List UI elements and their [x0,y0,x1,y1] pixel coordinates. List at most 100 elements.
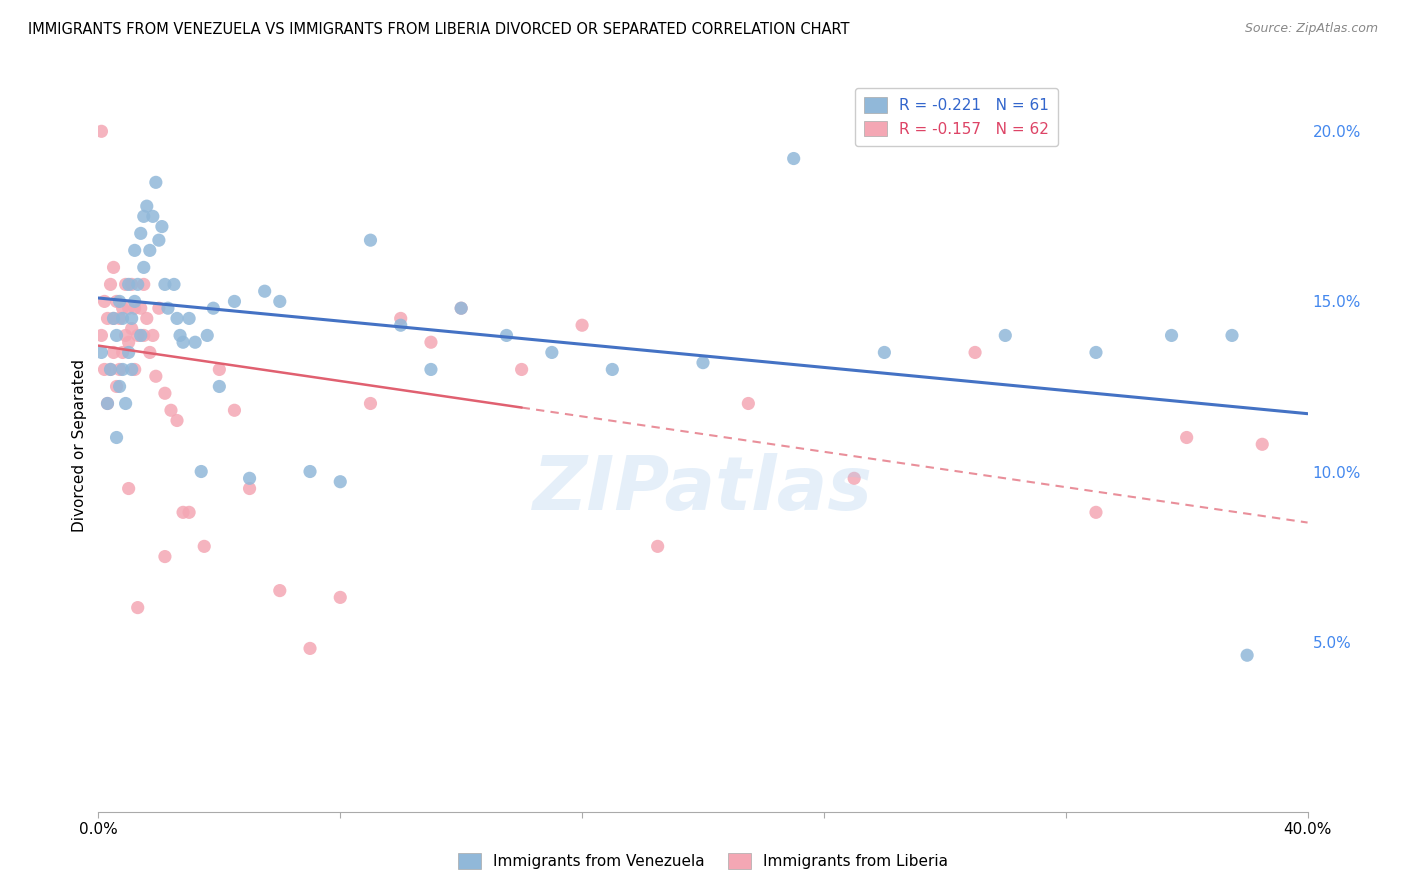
Point [179,311,201,326]
Point [100,362,122,376]
Point [193,540,215,554]
Point [1085,345,1108,359]
Point [127,600,149,615]
Point [1220,328,1243,343]
Point [103,345,125,359]
Point [360,396,382,410]
Point [127,277,149,292]
Point [873,345,896,359]
Point [253,284,276,298]
Point [202,301,225,316]
Point [108,311,131,326]
Point [844,471,866,485]
Point [389,318,412,333]
Legend: R = -0.221   N = 61, R = -0.157   N = 62: R = -0.221 N = 61, R = -0.157 N = 62 [855,88,1059,146]
Point [160,403,183,417]
Point [647,540,669,554]
Point [118,277,141,292]
Point [1251,437,1274,451]
Point [118,482,141,496]
Point [450,301,472,316]
Point [224,403,246,417]
Legend: Immigrants from Venezuela, Immigrants from Liberia: Immigrants from Venezuela, Immigrants fr… [451,847,955,875]
Point [571,318,593,333]
Point [90,328,112,343]
Point [100,362,122,376]
Point [111,345,134,359]
Point [121,277,143,292]
Point [103,260,125,275]
Point [121,311,143,326]
Point [420,335,443,350]
Point [495,328,517,343]
Point [105,328,128,343]
Point [190,465,212,479]
Point [1085,505,1108,519]
Point [132,328,155,343]
Point [90,345,112,359]
Point [145,175,167,189]
Point [135,199,157,213]
Point [172,505,194,519]
Point [389,311,412,326]
Point [692,356,714,370]
Point [602,362,624,376]
Point [118,301,141,316]
Point [100,277,122,292]
Point [1175,430,1198,444]
Point [172,335,194,350]
Point [179,505,201,519]
Point [195,328,218,343]
Point [269,583,291,598]
Point [129,301,152,316]
Point [145,369,167,384]
Point [1160,328,1182,343]
Point [239,482,262,496]
Point [153,277,176,292]
Point [139,345,162,359]
Point [329,475,352,489]
Point [124,294,146,309]
Point [108,379,131,393]
Point [299,641,322,656]
Point [1236,648,1258,663]
Point [142,210,165,224]
Point [96,311,118,326]
Point [510,362,533,376]
Point [329,591,352,605]
Point [114,396,136,410]
Text: IMMIGRANTS FROM VENEZUELA VS IMMIGRANTS FROM LIBERIA DIVORCED OR SEPARATED CORRE: IMMIGRANTS FROM VENEZUELA VS IMMIGRANTS … [28,22,849,37]
Point [129,227,152,241]
Point [105,379,128,393]
Point [224,294,246,309]
Point [239,471,262,485]
Point [783,152,806,166]
Point [111,301,134,316]
Point [150,219,173,234]
Text: Source: ZipAtlas.com: Source: ZipAtlas.com [1244,22,1378,36]
Point [450,301,472,316]
Point [111,362,134,376]
Point [994,328,1017,343]
Point [163,277,186,292]
Point [156,301,179,316]
Point [111,311,134,326]
Point [269,294,291,309]
Point [420,362,443,376]
Point [105,430,128,444]
Point [166,311,188,326]
Point [139,244,162,258]
Point [96,396,118,410]
Point [299,465,322,479]
Point [153,549,176,564]
Point [105,294,128,309]
Point [108,362,131,376]
Point [127,328,149,343]
Point [169,328,191,343]
Point [124,301,146,316]
Point [121,362,143,376]
Point [148,301,170,316]
Text: ZIPatlas: ZIPatlas [533,453,873,526]
Point [114,328,136,343]
Point [124,244,146,258]
